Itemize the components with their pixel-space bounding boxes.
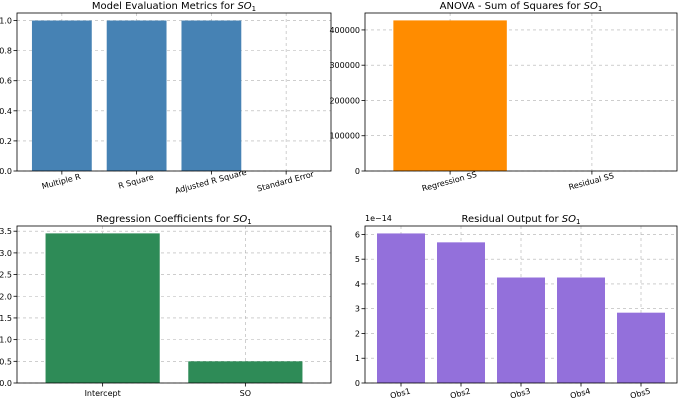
bar-multiple-r xyxy=(31,20,92,172)
y-tick-label: 2.0 xyxy=(0,292,12,301)
axis-offset-label: 1e−14 xyxy=(365,214,392,223)
chart-3: 0.0 0.5 1.0 1.5 2.0 2.5 3.0 3.5 Intercept SO Regre… xyxy=(0,214,332,398)
bar-obs2 xyxy=(437,242,485,383)
y-tick-label: 5 xyxy=(355,255,360,264)
axes-frame xyxy=(16,12,332,172)
x-tick-label: Obs3 xyxy=(509,387,531,401)
y-tick-label: 300000 xyxy=(329,61,360,70)
chart-title: ANOVA - Sum of Squares for SO1 xyxy=(440,1,603,13)
y-tick-label: 0.8 xyxy=(0,47,12,56)
axes-frame xyxy=(16,225,332,384)
bar-regression-ss xyxy=(393,20,507,171)
y-tick-label: 0.5 xyxy=(0,357,12,366)
chart-title: Residual Output for SO1 xyxy=(462,214,581,226)
y-tick-label: 6 xyxy=(355,230,360,239)
bar-obs5 xyxy=(617,312,665,383)
x-tick-label: Residual SS xyxy=(568,171,615,192)
x-tick-label: Obs1 xyxy=(389,387,411,401)
y-tick-label: 0.6 xyxy=(0,77,12,86)
axes-frame xyxy=(364,12,678,172)
x-tick-label: Obs4 xyxy=(569,387,591,401)
bar-obs1 xyxy=(377,233,425,383)
y-tick-label: 0 xyxy=(355,379,360,388)
x-tick-label: Intercept xyxy=(85,389,121,398)
y-tick-label: 0.4 xyxy=(0,107,12,116)
y-tick-label: 4 xyxy=(355,280,360,289)
chart-1: 0.0 0.2 0.4 0.6 0.8 1.0 Multiple R R Square Adju… xyxy=(0,1,332,196)
y-tick-label: 0.0 xyxy=(0,167,12,176)
y-tick-label: 0.2 xyxy=(0,137,12,146)
y-tick-label: 3 xyxy=(355,305,360,314)
y-tick-label: 1.0 xyxy=(0,17,12,26)
y-tick-label: 0.0 xyxy=(0,379,12,388)
y-tick-label: 3.0 xyxy=(0,249,12,258)
chart-4: 0 1 2 3 4 5 6 Obs1 Obs2 Obs3 Obs4 Obs5 Residual Outp… xyxy=(355,214,678,401)
x-tick-label: SO xyxy=(240,389,251,398)
y-tick-label: 1 xyxy=(355,354,360,363)
y-tick-label: 2 xyxy=(355,329,360,338)
y-tick-label: 0 xyxy=(355,167,360,176)
y-tick-label: 400000 xyxy=(329,26,360,35)
chart-2: 0 100000 200000 300000 400000 Regression SS Re… xyxy=(329,1,678,193)
bar-r-square xyxy=(106,20,167,172)
x-tick-label: R Square xyxy=(117,173,154,191)
bar-adjusted-r-square xyxy=(181,20,242,172)
chart-title: Regression Coefficients for SO1 xyxy=(96,214,252,226)
bar-obs3 xyxy=(497,277,545,383)
y-tick-label: 3.5 xyxy=(0,227,12,236)
x-tick-label: Multiple R xyxy=(41,172,82,191)
bar-so xyxy=(188,361,303,383)
x-tick-label: Obs2 xyxy=(449,387,471,401)
y-tick-label: 1.5 xyxy=(0,314,12,323)
y-tick-label: 1.0 xyxy=(0,336,12,345)
chart-title: Model Evaluation Metrics for SO1 xyxy=(92,1,256,13)
x-tick-label: Adjusted R Square xyxy=(174,168,248,196)
x-tick-label: Obs5 xyxy=(629,387,651,401)
bar-obs4 xyxy=(557,277,605,383)
y-tick-label: 100000 xyxy=(329,132,360,141)
y-tick-label: 2.5 xyxy=(0,271,12,280)
y-tick-label: 200000 xyxy=(329,96,360,105)
x-tick-label: Regression SS xyxy=(421,170,478,193)
bar-intercept xyxy=(45,233,160,383)
